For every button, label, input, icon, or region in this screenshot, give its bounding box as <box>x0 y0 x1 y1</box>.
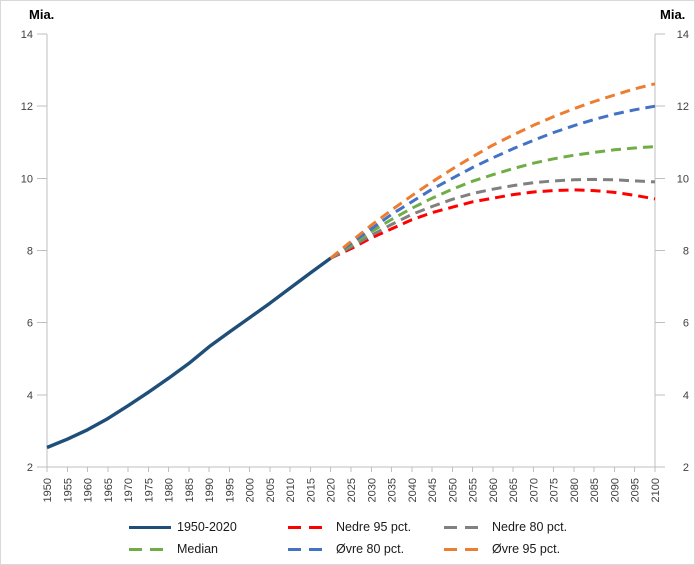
legend-label: Nedre 80 pct. <box>492 520 568 534</box>
x-tick-label: 1985 <box>184 478 196 502</box>
x-tick-label: 2100 <box>650 478 662 502</box>
legend-marker-line <box>288 525 330 529</box>
legend-marker-line <box>129 525 171 529</box>
y-tick-label-left: 2 <box>27 462 33 474</box>
legend-marker-line <box>129 547 171 551</box>
legend-item-nedre-95: Nedre 95 pct. <box>288 519 411 535</box>
legend-item-ovre-95: Øvre 95 pct. <box>444 541 560 557</box>
x-tick-label: 1955 <box>62 478 74 502</box>
y-tick-label-right: 4 <box>683 390 689 402</box>
x-tick-label: 1970 <box>123 478 135 502</box>
x-tick-label: 2070 <box>528 478 540 502</box>
x-tick-label: 2055 <box>468 478 480 502</box>
x-tick-label: 2005 <box>265 478 277 502</box>
x-tick-label: 2090 <box>609 478 621 502</box>
x-tick-label: 2030 <box>366 478 378 502</box>
y-tick-label-left: 4 <box>27 390 33 402</box>
x-tick-label: 1960 <box>83 478 95 502</box>
y-axis-title-right: Mia. <box>660 7 686 22</box>
legend-marker-line <box>288 547 330 551</box>
series-line-historical <box>46 256 332 450</box>
x-tick-label: 2035 <box>387 478 399 502</box>
x-tick-label: 2050 <box>447 478 459 502</box>
legend-item-nedre-80: Nedre 80 pct. <box>444 519 567 535</box>
x-tick-label: 1975 <box>143 478 155 502</box>
x-tick-label: 2075 <box>549 478 561 502</box>
y-tick-label-right: 2 <box>683 462 689 474</box>
x-tick-label: 2010 <box>285 478 297 502</box>
y-tick-label-left: 10 <box>21 173 33 185</box>
legend-item-historical: 1950-2020 <box>129 519 237 535</box>
series-line-nedre-95 <box>330 188 656 260</box>
population-projection-chart: 2 2 4 4 6 6 8 8 10 10 12 12 14 14 1950 1955 1960 1965 1970… <box>21 29 689 502</box>
series-line-ovre-95 <box>329 82 656 260</box>
x-tick-label: 1990 <box>204 478 216 502</box>
legend-item-median: Median <box>129 541 218 557</box>
y-tick-label-right: 6 <box>683 318 689 330</box>
y-tick-label-left: 8 <box>27 246 33 258</box>
y-tick-label-right: 8 <box>683 246 689 258</box>
x-tick-label: 1980 <box>164 478 176 502</box>
x-tick-label: 2065 <box>508 478 520 502</box>
x-tick-label: 2060 <box>488 478 500 502</box>
series-line-ovre-80 <box>329 104 656 260</box>
legend-marker-line <box>444 525 486 529</box>
y-tick-label-left: 12 <box>21 101 33 113</box>
x-tick-label: 2025 <box>346 478 358 502</box>
series-line-nedre-80 <box>329 177 656 260</box>
x-tick-label: 1995 <box>224 478 236 502</box>
x-tick-label: 1950 <box>42 478 54 502</box>
legend-label: Median <box>177 542 218 556</box>
x-tick-label: 1965 <box>103 478 115 502</box>
chart-legend: 1950-2020 Nedre 95 pct. Nedre 80 pct. Me… <box>1 512 694 564</box>
series-line-median <box>329 145 656 260</box>
x-tick-label: 2000 <box>245 478 257 502</box>
legend-label: Øvre 80 pct. <box>336 542 405 556</box>
y-tick-label-right: 10 <box>677 173 689 185</box>
x-tick-label: 2015 <box>305 478 317 502</box>
y-tick-label-left: 6 <box>27 318 33 330</box>
legend-label: Nedre 95 pct. <box>336 520 412 534</box>
x-tick-label: 2040 <box>407 478 419 502</box>
x-tick-label: 2095 <box>630 478 642 502</box>
y-tick-label-right: 14 <box>677 29 689 41</box>
y-tick-label-right: 12 <box>677 101 689 113</box>
legend-marker-line <box>444 547 486 551</box>
x-tick-label: 2045 <box>427 478 439 502</box>
y-tick-label-left: 14 <box>21 29 33 41</box>
x-tick-label: 2020 <box>326 478 338 502</box>
legend-label: Øvre 95 pct. <box>492 542 561 556</box>
y-axis-title-left: Mia. <box>29 7 55 22</box>
x-tick-label: 2080 <box>569 478 581 502</box>
x-tick-label: 2085 <box>589 478 601 502</box>
legend-item-ovre-80: Øvre 80 pct. <box>288 541 404 557</box>
legend-label: 1950-2020 <box>177 520 237 534</box>
